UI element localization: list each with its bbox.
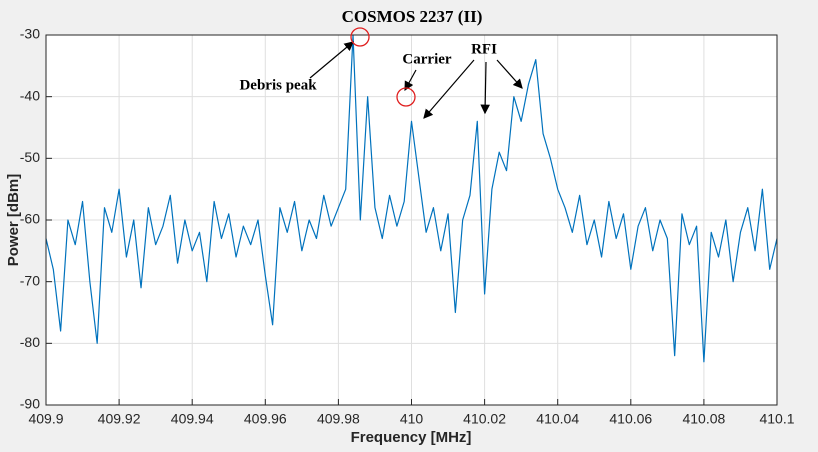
y-tick-label: -30: [20, 26, 40, 42]
x-tick-label: 410.08: [682, 411, 725, 427]
arrow: [496, 59, 523, 89]
y-axis-label: Power [dBm]: [5, 174, 22, 267]
y-tick-label: -50: [20, 149, 40, 165]
x-tick-label: 409.92: [98, 411, 141, 427]
x-tick-label: 409.98: [317, 411, 360, 427]
x-tick-label: 410.1: [759, 411, 794, 427]
y-tick-label: -70: [20, 272, 40, 288]
x-tick-label: 409.9: [28, 411, 63, 427]
annotation: Debris peak: [239, 77, 317, 93]
arrow: [423, 59, 475, 119]
plot-frame: [45, 34, 778, 406]
arrow: [309, 41, 354, 79]
highlight-circle: [396, 87, 416, 107]
x-tick-label: 410.04: [536, 411, 579, 427]
x-tick-label: 409.96: [244, 411, 287, 427]
spectrum-line: [45, 34, 778, 363]
x-axis-label: Frequency [MHz]: [351, 429, 472, 446]
chart-title: COSMOS 2237 (II): [342, 7, 483, 26]
y-tick-label: -80: [20, 334, 40, 350]
annotation-arrows: [309, 41, 523, 119]
y-tick-label: -40: [20, 87, 40, 103]
annotation: Carrier: [402, 51, 451, 67]
annotation: RFI: [471, 41, 497, 57]
arrow: [404, 69, 417, 92]
y-tick-label: -60: [20, 211, 40, 227]
highlight-circle: [350, 27, 370, 47]
x-tick-label: 409.94: [171, 411, 214, 427]
x-tick-label: 410.06: [609, 411, 652, 427]
x-tick-label: 410.02: [463, 411, 506, 427]
x-tick-label: 410: [400, 411, 424, 427]
arrow: [480, 61, 490, 115]
marks: [45, 34, 778, 363]
y-tick-label: -90: [20, 396, 40, 412]
